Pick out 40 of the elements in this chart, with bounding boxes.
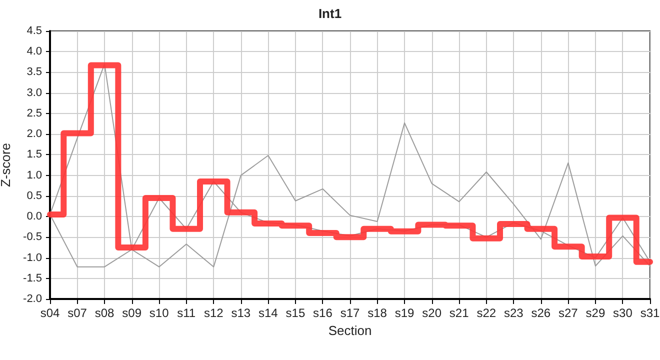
x-tick-label: s30 <box>613 306 633 320</box>
y-tick-label: -2.0 <box>23 293 42 305</box>
x-tick-label: s16 <box>313 306 333 320</box>
x-tick-label: s22 <box>476 306 496 320</box>
y-tick-label: 3.0 <box>26 86 42 99</box>
x-tick-label: s20 <box>422 306 442 320</box>
x-tick-label: s15 <box>286 306 306 320</box>
x-tick-label: s19 <box>394 306 415 320</box>
x-tick-label: s10 <box>149 306 170 320</box>
x-tick-label: s09 <box>122 306 142 320</box>
x-tick-label: s13 <box>231 306 251 320</box>
chart-title: Int1 <box>318 6 342 21</box>
x-tick-label: s08 <box>94 306 115 320</box>
y-tick-label: 4.0 <box>26 46 42 58</box>
x-tick-label: s14 <box>258 306 278 320</box>
x-tick-label: s07 <box>68 306 88 320</box>
x-tick-label: s21 <box>449 306 470 320</box>
y-tick-label: -0.5 <box>23 231 42 244</box>
y-tick-label: 4.5 <box>26 25 42 37</box>
y-tick-label: 0.5 <box>26 190 42 202</box>
y-tick-label: 1.5 <box>26 148 42 161</box>
y-tick-label: -1.0 <box>23 252 42 264</box>
x-tick-label: s26 <box>531 306 551 320</box>
x-tick-label: s29 <box>586 306 606 320</box>
x-tick-label: s11 <box>177 306 196 320</box>
x-tick-label: s12 <box>204 306 224 320</box>
x-tick-label: s31 <box>640 306 660 320</box>
x-tick-label: s17 <box>340 306 360 320</box>
y-tick-label: 0.0 <box>26 210 42 223</box>
y-tick-label: -1.5 <box>23 272 42 284</box>
y-tick-label: 2.5 <box>26 107 42 120</box>
x-tick-label: s18 <box>368 306 388 320</box>
y-axis-title: Z-score <box>0 142 14 188</box>
x-tick-label: s23 <box>504 306 524 320</box>
y-tick-label: 1.0 <box>26 169 42 182</box>
y-tick-label: 3.5 <box>26 66 42 78</box>
x-tick-label: s27 <box>558 306 578 320</box>
x-tick-label: s04 <box>40 306 60 320</box>
x-axis-title: Section <box>328 322 372 338</box>
y-tick-label: 2.0 <box>26 128 42 140</box>
